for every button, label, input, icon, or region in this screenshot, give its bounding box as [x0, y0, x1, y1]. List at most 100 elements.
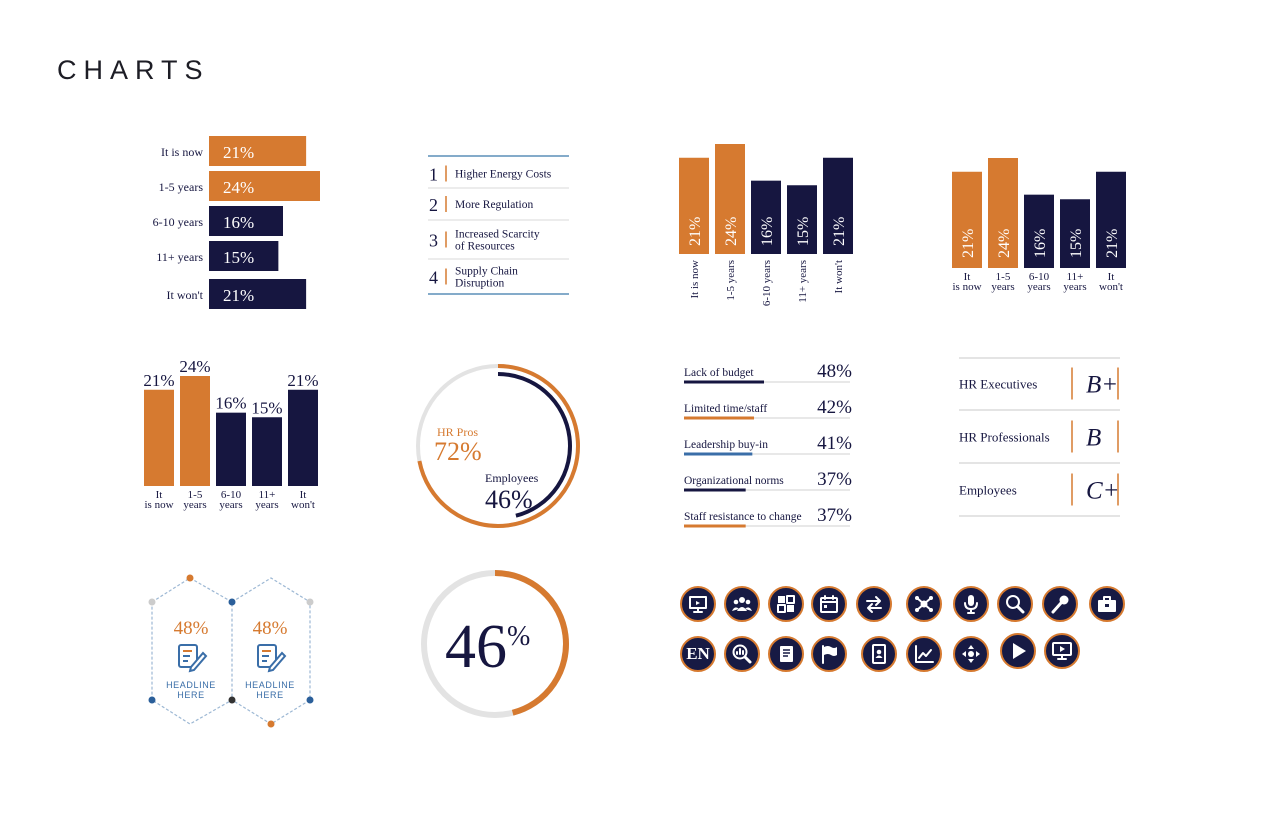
- grade-value: B+: [1086, 372, 1118, 399]
- bar: [1060, 199, 1090, 268]
- category-label: It is now: [144, 489, 173, 511]
- move-arrows-icon-glyph: [962, 645, 980, 663]
- group-icon-glyph: [732, 597, 752, 611]
- hexagon-node: [267, 720, 275, 728]
- group-icon: [724, 586, 760, 622]
- presentation-icon: [680, 586, 716, 622]
- exchange-icon: [856, 586, 892, 622]
- grade-table: HR Executives B+ HR Professionals B Employee…: [959, 357, 1120, 524]
- grade-row-label: HR Professionals: [959, 430, 1050, 445]
- magnify-chart-icon: [724, 636, 760, 672]
- bar: [209, 279, 307, 309]
- grade-row-label: HR Executives: [959, 377, 1037, 392]
- category-label: 11+ years: [797, 260, 809, 303]
- book-icon: [768, 636, 804, 672]
- language-code-label: EN: [686, 644, 710, 663]
- callout-label: HERE: [177, 690, 204, 700]
- hexagon-node: [306, 598, 314, 606]
- rank-number: 2: [429, 195, 438, 215]
- category-label: 1-5 years: [183, 489, 206, 511]
- horizontal-bar-chart: 21% It is now 24% 1-5 years 16% 6-10 years 15%…: [153, 136, 320, 309]
- hexagon-node: [228, 598, 236, 606]
- rank-label: More Regulation: [455, 199, 533, 211]
- line-chart-icon: [906, 636, 942, 672]
- rank-number: 4: [429, 268, 438, 288]
- rank-label: Disruption: [455, 278, 504, 290]
- bar: [1096, 171, 1126, 268]
- category-label: Lack of budget: [684, 367, 754, 379]
- hexagon-outline-right: [231, 577, 311, 725]
- category-label: It won't: [1099, 271, 1123, 293]
- language-icon: EN: [680, 636, 716, 672]
- bar-value-label: 21%: [960, 229, 977, 258]
- category-label: 6-10 years: [761, 260, 773, 306]
- pen-shape: [267, 651, 287, 673]
- callout-value: 48%: [174, 618, 209, 639]
- rank-number: 1: [429, 165, 438, 185]
- flag-icon: [811, 636, 847, 672]
- category-label: It is now: [161, 145, 203, 159]
- monitor-play-icon-glyph: [1052, 642, 1072, 660]
- flag-icon-glyph: [822, 645, 837, 664]
- series-name: HR Pros: [437, 425, 478, 439]
- category-label: 1-5 years: [725, 260, 737, 301]
- bar-value-label: 21%: [287, 371, 318, 390]
- bar: [288, 389, 318, 486]
- series-value: 72%: [434, 437, 482, 466]
- category-label: 1-5 years: [159, 180, 204, 194]
- vertical-bar-chart-rotated: 21% It is now 24% 1-5 years 16% 6-10 years 15%…: [679, 144, 853, 306]
- vertical-bar-chart-stacked: 21% It is now 24% 1-5 years 16% 6-10 years 15% 11+…: [952, 158, 1126, 293]
- bar: [216, 412, 246, 486]
- handheld-mic-icon: [1042, 586, 1078, 622]
- document-edit-icon: [178, 644, 208, 673]
- pen-shape: [188, 651, 208, 673]
- rank-label: of Resources: [455, 241, 515, 253]
- callout-label: HERE: [256, 690, 283, 700]
- puzzle-icon: [768, 586, 804, 622]
- category-label: Organizational norms: [684, 475, 784, 487]
- bar-value-label: 37%: [817, 505, 852, 526]
- bar-value-label: 48%: [817, 361, 852, 382]
- bar-value-label: 42%: [817, 397, 852, 418]
- document-shape: [257, 644, 277, 668]
- microphone-icon-glyph: [964, 595, 978, 614]
- network-icon-glyph: [915, 596, 933, 612]
- rank-label: Supply Chain: [455, 266, 518, 278]
- donut-chart: 46%: [421, 570, 569, 718]
- bar-value-label: 21%: [687, 217, 704, 246]
- category-label: Leadership buy-in: [684, 439, 768, 451]
- category-label: 1-5 years: [991, 271, 1014, 293]
- id-card-icon: [861, 636, 897, 672]
- network-icon: [906, 586, 942, 622]
- hexagon-node: [228, 696, 236, 704]
- category-label: Staff resistance to change: [684, 511, 802, 523]
- handheld-mic-icon-glyph: [1051, 595, 1069, 614]
- bar: [144, 389, 174, 486]
- vertical-bar-chart-above: 21% It is now 24% 1-5 years 16% 6-10 years 15% 11+…: [143, 357, 318, 511]
- category-label: It is now: [689, 260, 701, 299]
- bar: [952, 171, 982, 268]
- line-chart-icon-glyph: [915, 645, 934, 663]
- bar-value-label: 16%: [759, 217, 776, 246]
- bar-value-label: 41%: [817, 433, 852, 454]
- puzzle-icon-glyph: [777, 595, 795, 613]
- donut-value: 46%: [445, 613, 530, 681]
- bar: [988, 158, 1018, 268]
- bar-value-label: 16%: [1032, 229, 1049, 258]
- hexagon-node: [148, 696, 156, 704]
- rank-number: 3: [429, 231, 438, 251]
- bar-value-label: 15%: [795, 217, 812, 246]
- bar-value-label: 24%: [996, 229, 1013, 258]
- underline-bar-chart: Lack of budget 48% Limited time/staff 42% Le…: [684, 361, 852, 528]
- bar: [252, 417, 282, 486]
- bar: [823, 157, 853, 254]
- rank-label: Increased Scarcity: [455, 229, 540, 241]
- calendar-icon: [811, 586, 847, 622]
- bar: [180, 376, 210, 486]
- category-label: 6-10 years: [219, 489, 242, 511]
- bar-value-label: 24%: [723, 217, 740, 246]
- category-label: It won't: [833, 260, 845, 293]
- outer-ring-arc: [417, 364, 580, 528]
- bar: [679, 157, 709, 254]
